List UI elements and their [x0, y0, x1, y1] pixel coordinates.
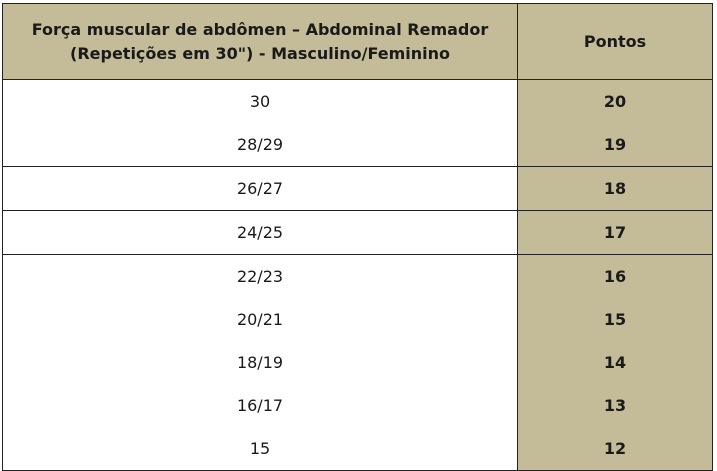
table-row: 28/29 19	[2, 123, 713, 167]
table-row: 22/23 16	[2, 254, 713, 298]
reps-cell: 18/19	[2, 341, 518, 384]
table-row: 18/19 14	[2, 341, 713, 384]
table-row: 16/17 13	[2, 384, 713, 427]
reps-cell: 16/17	[2, 384, 518, 427]
reps-cell: 22/23	[2, 254, 518, 298]
table-row: 15 12	[2, 427, 713, 471]
table-row: 26/27 18	[2, 166, 713, 211]
points-cell: 20	[517, 79, 713, 123]
table-row: 30 20	[2, 79, 713, 123]
reps-cell: 20/21	[2, 298, 518, 341]
header-points: Pontos	[517, 3, 713, 80]
reps-cell: 24/25	[2, 210, 518, 255]
header-repetitions: Força muscular de abdômen – Abdominal Re…	[2, 3, 518, 80]
points-cell: 17	[517, 210, 713, 255]
points-cell: 19	[517, 123, 713, 167]
table-row: 20/21 15	[2, 298, 713, 341]
table-header-row: Força muscular de abdômen – Abdominal Re…	[2, 3, 713, 80]
scoring-table: Força muscular de abdômen – Abdominal Re…	[2, 3, 713, 471]
points-cell: 12	[517, 427, 713, 471]
reps-cell: 26/27	[2, 166, 518, 211]
table-row: 24/25 17	[2, 210, 713, 255]
reps-cell: 15	[2, 427, 518, 471]
reps-cell: 30	[2, 79, 518, 123]
reps-cell: 28/29	[2, 123, 518, 167]
points-cell: 13	[517, 384, 713, 427]
points-cell: 18	[517, 166, 713, 211]
points-cell: 15	[517, 298, 713, 341]
points-cell: 16	[517, 254, 713, 298]
points-cell: 14	[517, 341, 713, 384]
